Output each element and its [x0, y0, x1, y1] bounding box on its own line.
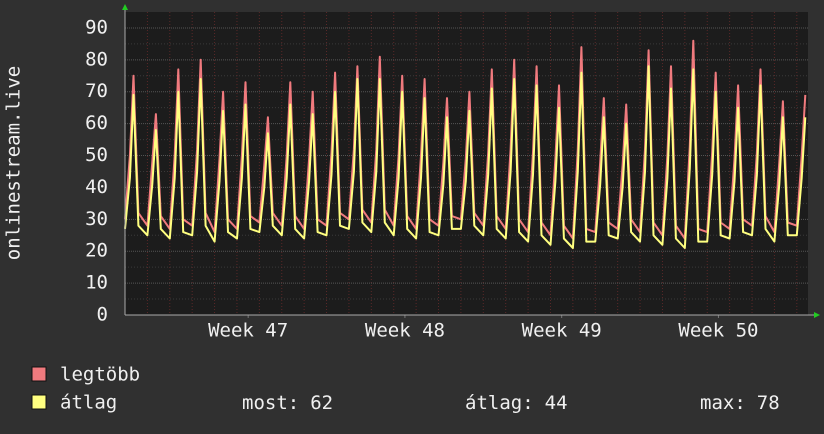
x-axis-arrow — [814, 312, 820, 318]
y-tick-label: 80 — [85, 48, 108, 70]
legend-swatch — [31, 394, 47, 410]
x-tick-label: Week 47 — [208, 320, 288, 342]
legend-stat: max: 78 — [700, 392, 780, 414]
x-tick-label: Week 49 — [522, 320, 602, 342]
y-tick-label: 0 — [97, 304, 108, 326]
stat-label: max: — [700, 392, 746, 414]
stat-value: 62 — [310, 392, 333, 414]
stat-value: 44 — [545, 392, 568, 414]
y-axis-label: onlinestream.live — [3, 66, 25, 260]
stat-value: 78 — [757, 392, 780, 414]
y-tick-label: 20 — [85, 240, 108, 262]
legend-stat: most: 62 — [242, 392, 333, 414]
legend-stat: átlag: 44 — [465, 392, 568, 414]
y-tick-label: 90 — [85, 16, 108, 38]
x-tick-label: Week 50 — [678, 320, 758, 342]
y-tick-label: 40 — [85, 176, 108, 198]
y-tick-label: 50 — [85, 144, 108, 166]
y-tick-label: 70 — [85, 80, 108, 102]
stat-label: most: — [242, 392, 299, 414]
legend-label: legtöbb — [60, 364, 140, 386]
y-tick-label: 60 — [85, 112, 108, 134]
legend-swatch — [31, 366, 47, 382]
x-tick-label: Week 48 — [365, 320, 445, 342]
legend-label: átlag — [60, 392, 117, 414]
y-tick-label: 30 — [85, 208, 108, 230]
y-axis-arrow — [122, 4, 128, 10]
series-line — [124, 65, 807, 249]
y-tick-label: 10 — [85, 272, 108, 294]
stat-label: átlag: — [465, 392, 534, 414]
